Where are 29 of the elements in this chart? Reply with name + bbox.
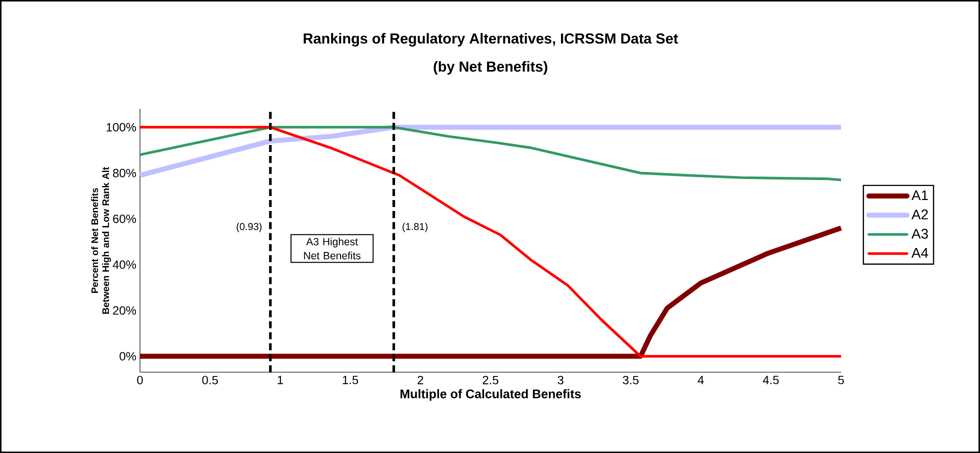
- y-tick-label: 100%: [106, 122, 136, 132]
- y-tick-label: 60%: [113, 214, 136, 223]
- ref-line-label: (0.93): [236, 222, 262, 232]
- annotation: A3 Highest Net Benefits: [304, 238, 360, 260]
- x-tick-label: 3: [558, 376, 564, 384]
- y-axis-title: Percent of Net Benefits Between High and Low Rank Alt: [91, 166, 111, 314]
- x-tick-label: 4: [698, 376, 704, 384]
- ref-line-label: (1.81): [402, 222, 428, 232]
- line-series: [138, 126, 842, 358]
- y-tick-label: 20%: [113, 306, 136, 315]
- x-tick-label: 0: [137, 376, 143, 384]
- x-tick-label: 2: [418, 376, 424, 384]
- y-tick-label: 80%: [112, 168, 136, 178]
- x-tick-label: 1: [278, 376, 283, 384]
- legend-label: A2: [911, 209, 928, 220]
- legend-label: A1: [911, 190, 928, 200]
- x-tick-label: 3.5: [622, 376, 639, 384]
- legend-label: A4: [911, 248, 928, 258]
- x-axis-title: Multiple of Calculated Benefits: [400, 389, 581, 401]
- x-tick-label: 0.5: [202, 376, 218, 384]
- y-tick-label: 0%: [120, 352, 136, 360]
- x-tick-label: 4.5: [762, 376, 779, 384]
- x-tick-label: 1.5: [342, 376, 358, 384]
- legend-label: A3: [911, 228, 928, 239]
- y-tick-label: 40%: [112, 260, 136, 269]
- x-tick-label: 5: [838, 376, 844, 384]
- chart-subtitle: (by Net Benefits): [434, 61, 548, 74]
- chart-title: Rankings of Regulatory Alternatives, ICRSSM Data Set: [304, 32, 678, 46]
- x-tick-label: 2.5: [482, 376, 498, 384]
